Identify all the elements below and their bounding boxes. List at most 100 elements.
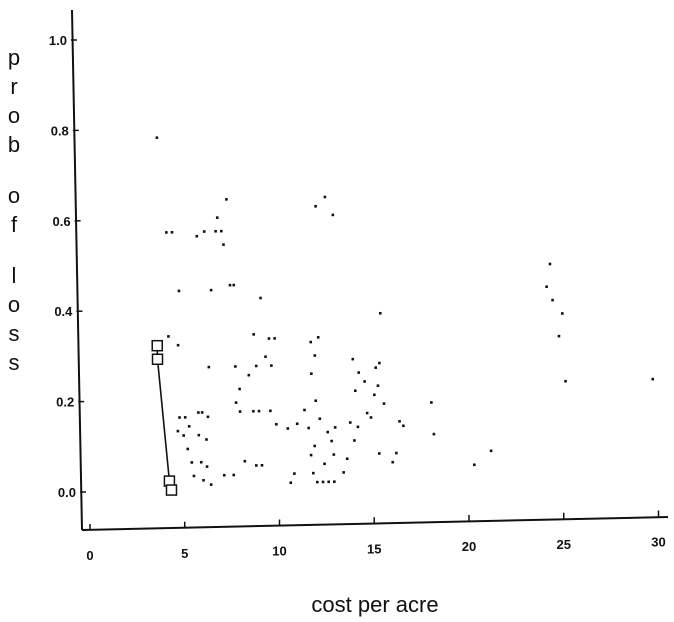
data-point	[357, 371, 361, 374]
x-tick-label: 20	[462, 539, 476, 554]
x-tick-label: 15	[367, 541, 381, 556]
y-tick-label: 0.8	[51, 123, 69, 138]
data-point	[273, 337, 276, 340]
data-point	[232, 283, 236, 287]
data-point	[391, 460, 395, 464]
y-axis-title-char: o	[8, 292, 20, 317]
data-point	[316, 336, 320, 339]
y-tick-label: 0.6	[53, 214, 71, 229]
data-point	[267, 337, 271, 340]
data-point	[473, 463, 476, 467]
data-point	[309, 340, 313, 344]
data-point	[309, 453, 313, 457]
data-point	[379, 311, 382, 315]
data-point	[206, 415, 210, 419]
data-point	[209, 288, 213, 292]
data-point	[165, 231, 168, 234]
data-point	[220, 229, 223, 233]
data-point	[342, 471, 345, 474]
data-point	[353, 439, 356, 442]
y-axis-title-char: p	[8, 45, 20, 70]
data-point	[333, 480, 336, 483]
data-point	[255, 464, 258, 467]
data-point	[170, 230, 174, 234]
data-point	[378, 452, 381, 455]
data-point	[238, 410, 242, 413]
data-point	[313, 444, 316, 448]
y-axis-title-char: l	[12, 263, 17, 288]
data-point	[326, 430, 329, 434]
y-axis-line	[71, 9, 83, 531]
data-point	[222, 473, 226, 477]
data-point	[348, 421, 352, 424]
data-point	[270, 364, 273, 367]
x-axis-line	[81, 516, 669, 531]
data-point	[382, 402, 386, 405]
data-point	[259, 296, 262, 300]
data-point	[365, 411, 369, 415]
axes	[71, 9, 669, 531]
data-point	[205, 465, 209, 468]
data-point	[234, 365, 237, 368]
data-point	[190, 461, 194, 464]
data-point	[310, 372, 313, 375]
data-point	[345, 457, 349, 461]
data-point	[232, 473, 236, 477]
data-point	[286, 427, 290, 430]
data-point	[323, 462, 326, 466]
data-points	[151, 136, 655, 496]
data-point	[182, 434, 185, 437]
highlighted-point	[165, 484, 178, 496]
data-point	[432, 432, 436, 436]
data-point	[331, 213, 335, 217]
data-point	[252, 333, 255, 336]
data-point	[289, 481, 293, 485]
data-point	[295, 422, 299, 426]
data-point	[321, 480, 325, 484]
data-point	[376, 384, 380, 387]
data-point	[651, 377, 655, 381]
data-point	[228, 283, 232, 287]
x-tick-label: 30	[651, 535, 665, 550]
data-point	[314, 399, 317, 403]
data-point	[330, 439, 333, 443]
x-tick-label: 25	[557, 537, 571, 552]
data-point	[187, 425, 191, 428]
data-point	[234, 401, 238, 404]
data-point	[177, 289, 181, 293]
highlighted-series-line	[156, 345, 173, 491]
data-point	[192, 474, 196, 478]
x-axis-title: cost per acre	[311, 592, 438, 617]
x-tick-label: 5	[181, 546, 188, 561]
y-axis-title-char: o	[8, 183, 20, 208]
data-point	[252, 409, 255, 413]
data-point	[293, 472, 296, 475]
x-tick-label: 10	[272, 544, 286, 559]
data-point	[199, 460, 203, 464]
y-axis-title-char: o	[8, 103, 20, 128]
data-point	[557, 334, 561, 338]
data-point	[430, 401, 433, 404]
data-point	[323, 195, 327, 199]
data-point	[548, 262, 552, 266]
y-axis-title-char: r	[10, 74, 17, 99]
data-point	[275, 422, 278, 426]
data-point	[564, 379, 567, 383]
data-point	[260, 464, 264, 467]
y-tick-label: 0.4	[54, 304, 73, 319]
data-point	[363, 380, 366, 383]
data-point	[332, 453, 336, 456]
data-point	[178, 416, 181, 419]
data-point	[333, 426, 337, 429]
data-point	[225, 198, 228, 201]
data-point	[269, 409, 272, 413]
data-point	[205, 438, 208, 441]
data-point	[369, 416, 373, 419]
data-point	[207, 365, 211, 369]
data-point	[202, 230, 206, 233]
data-point	[215, 216, 219, 219]
data-point	[313, 354, 317, 357]
y-axis-title-char: s	[9, 350, 20, 375]
data-point	[264, 355, 267, 358]
